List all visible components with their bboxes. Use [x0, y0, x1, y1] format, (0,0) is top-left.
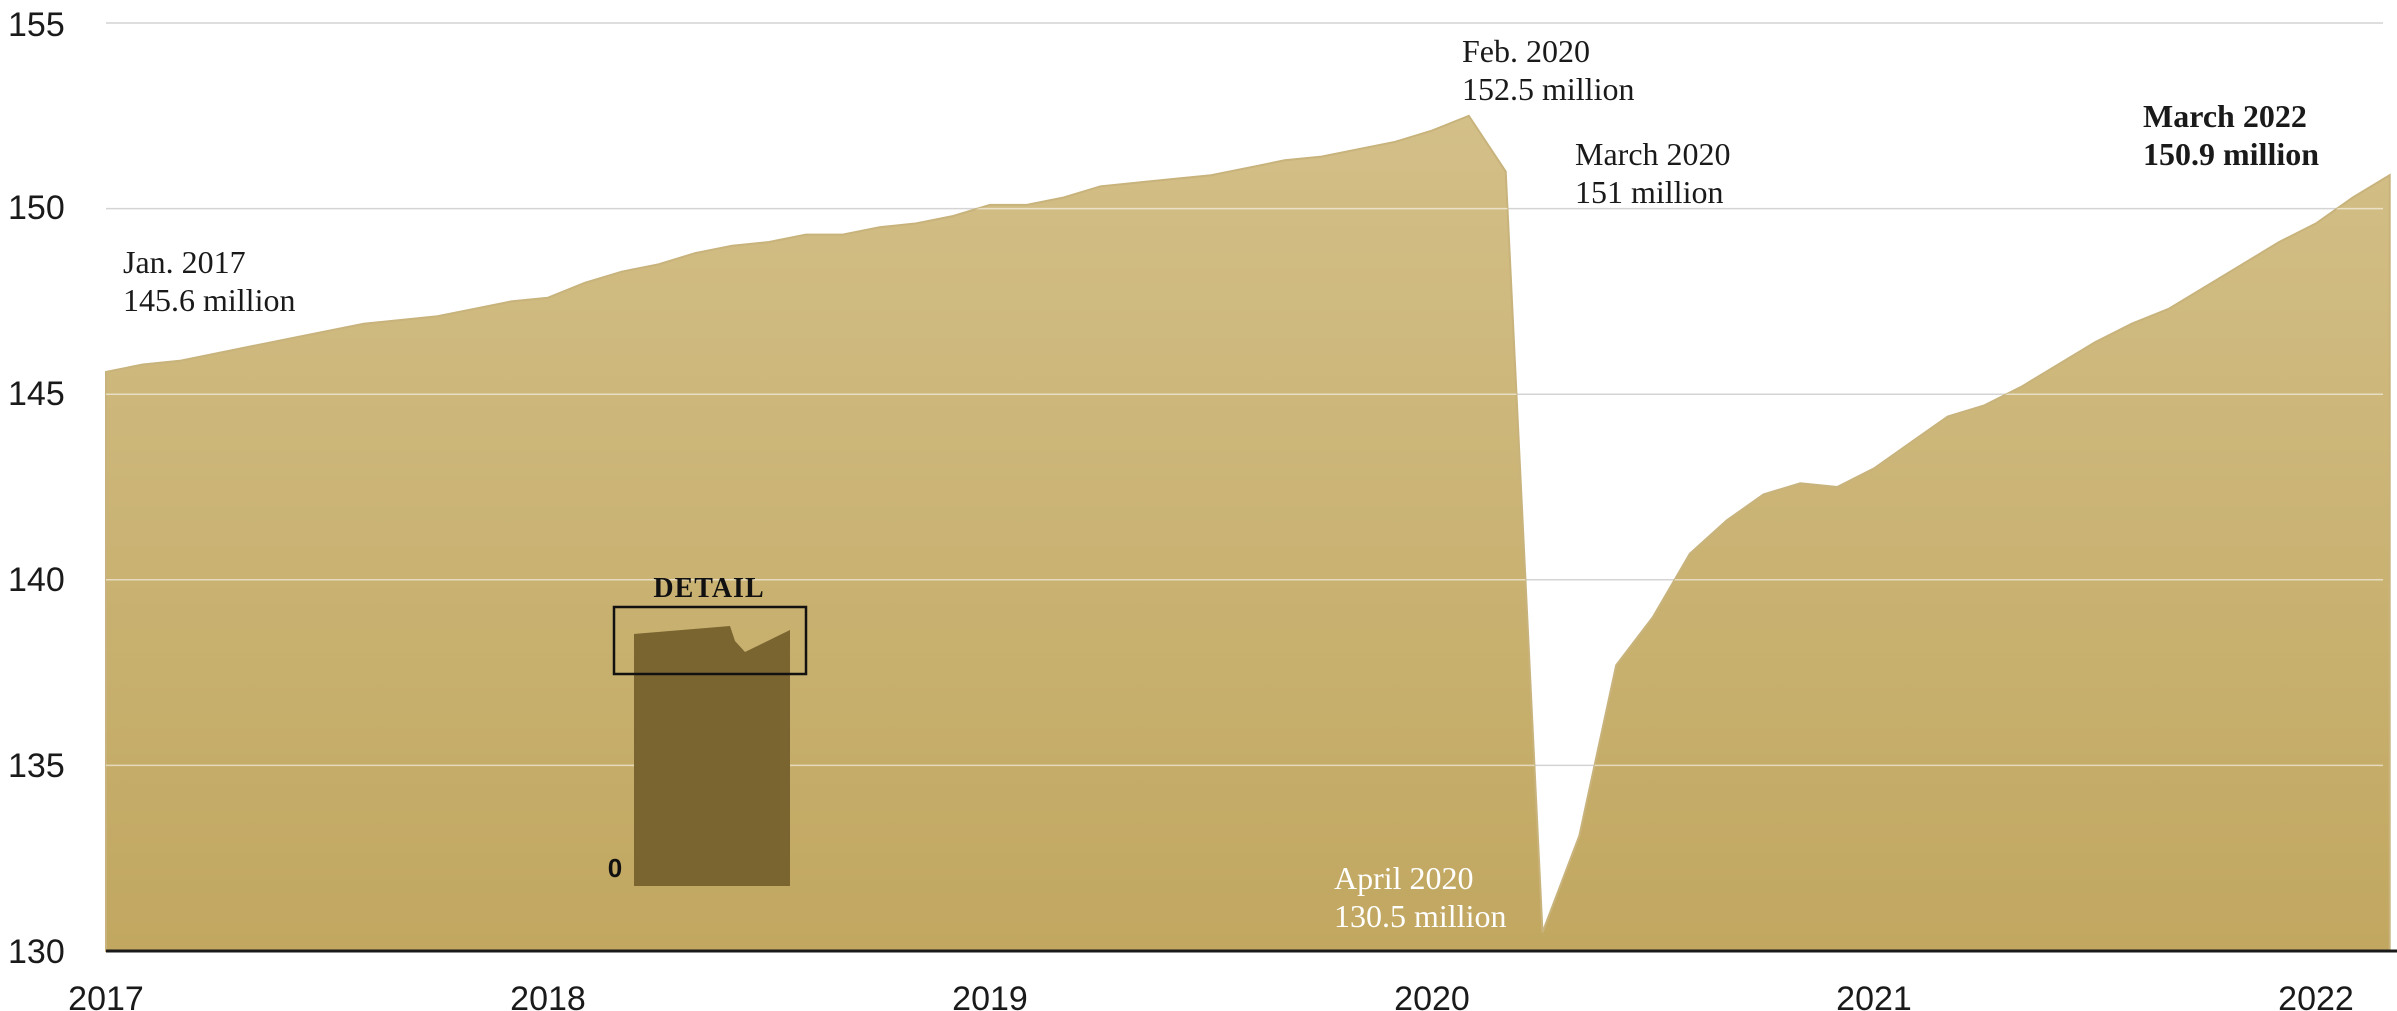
annotation-value: 152.5 million — [1462, 71, 1634, 107]
detail-frame — [612, 605, 808, 676]
x-tick-label: 2019 — [952, 980, 1028, 1011]
annotation-april-2020: April 2020 130.5 million — [1334, 860, 1506, 934]
x-tick-label: 2018 — [510, 980, 586, 1011]
x-tick-label: 2021 — [1836, 980, 1912, 1011]
annotation-value: 151 million — [1575, 174, 1723, 210]
annotation-feb-2020: Feb. 2020 152.5 million — [1462, 33, 1634, 107]
x-tick-label: 2020 — [1394, 980, 1470, 1011]
y-tick-label: 135 — [8, 747, 65, 785]
annotation-date: Feb. 2020 — [1462, 33, 1590, 69]
annotation-jan-2017: Jan. 2017 145.6 million — [123, 244, 295, 318]
detail-zero-label: 0 — [608, 853, 622, 883]
y-tick-label: 150 — [8, 189, 65, 227]
y-axis-ticks: 130 135 140 145 150 155 — [8, 6, 65, 971]
y-tick-label: 130 — [8, 933, 65, 971]
employment-area — [105, 114, 2391, 952]
y-tick-label: 145 — [8, 375, 65, 413]
detail-inset-area — [634, 626, 790, 886]
detail-title: DETAIL — [653, 573, 764, 604]
annotation-date: Jan. 2017 — [123, 244, 246, 280]
x-tick-label: 2022 — [2278, 980, 2354, 1011]
annotation-march-2020: March 2020 151 million — [1575, 136, 1731, 210]
y-tick-label: 155 — [8, 6, 65, 44]
annotation-date: April 2020 — [1334, 860, 1474, 896]
x-axis-ticks: 2017 2018 2019 2020 2021 2022 — [68, 980, 2354, 1011]
annotation-date: March 2020 — [1575, 136, 1731, 172]
x-tick-label: 2017 — [68, 980, 144, 1011]
annotation-value: 145.6 million — [123, 282, 295, 318]
annotation-value: 130.5 million — [1334, 898, 1506, 934]
detail-inset: DETAIL 0 — [608, 573, 808, 886]
annotation-march-2022: March 2022 150.9 million — [2143, 98, 2319, 172]
y-tick-label: 140 — [8, 561, 65, 599]
annotation-value: 150.9 million — [2143, 136, 2319, 172]
annotation-date: March 2022 — [2143, 98, 2307, 134]
